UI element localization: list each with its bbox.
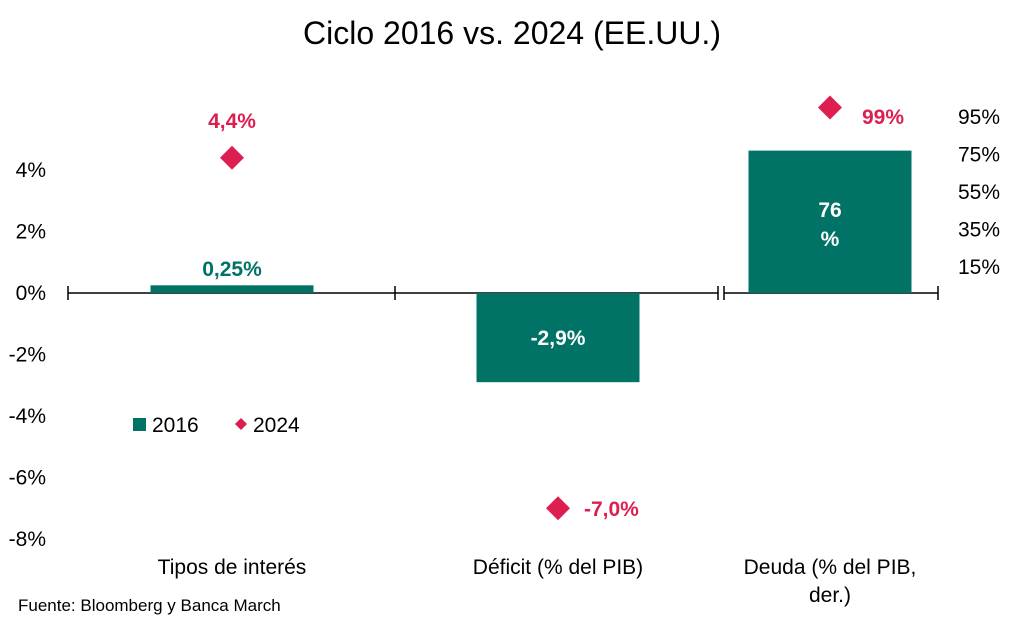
data-labels: 0,25% -2,9% 76% 4,4% -7,0% 99% xyxy=(202,106,904,521)
data-label-2016: -2,9% xyxy=(531,327,586,350)
right-tick-label: 75% xyxy=(958,144,1000,167)
right-tick-label: 95% xyxy=(958,106,1000,129)
source-note: Fuente: Bloomberg y Banca March xyxy=(18,596,281,615)
bar-2016 xyxy=(476,293,640,383)
chart-title: Ciclo 2016 vs. 2024 (EE.UU.) xyxy=(303,15,721,51)
marker-2024 xyxy=(546,496,570,521)
data-label-2024: 99% xyxy=(862,106,904,129)
left-tick-label: -2% xyxy=(9,344,46,367)
right-tick-label: 35% xyxy=(958,219,1000,242)
data-label-2024: 4,4% xyxy=(208,110,256,133)
legend-label-2016: 2016 xyxy=(152,414,199,437)
legend: 2016 2024 xyxy=(133,414,300,437)
data-label-2016: 0,25% xyxy=(202,258,262,281)
legend-swatch-2024 xyxy=(235,418,247,430)
left-tick-label: -8% xyxy=(9,528,46,551)
left-tick-label: -6% xyxy=(9,467,46,490)
data-label-2016: 76 xyxy=(818,199,841,222)
bar-2016 xyxy=(748,150,912,293)
left-tick-label: 2% xyxy=(16,221,46,244)
legend-swatch-2016 xyxy=(133,418,146,431)
legend-label-2024: 2024 xyxy=(253,414,300,437)
category-label: Déficit (% del PIB) xyxy=(473,556,643,579)
bars-2016 xyxy=(150,150,912,383)
left-axis: 4% 2% 0% -2% -4% -6% -8% xyxy=(9,159,46,551)
category-label: der.) xyxy=(809,584,851,607)
marker-2024 xyxy=(220,145,244,170)
bar-2016 xyxy=(150,285,314,293)
data-label-2016: % xyxy=(821,228,840,251)
marker-2024 xyxy=(818,95,842,120)
category-label: Deuda (% del PIB, xyxy=(744,556,917,579)
data-label-2024: -7,0% xyxy=(584,498,639,521)
category-label: Tipos de interés xyxy=(158,556,307,579)
left-tick-label: -4% xyxy=(9,405,46,428)
right-axis: 95% 75% 55% 35% 15% xyxy=(958,106,1000,279)
right-tick-label: 15% xyxy=(958,256,1000,279)
right-tick-label: 55% xyxy=(958,181,1000,204)
category-labels: Tipos de interés Déficit (% del PIB) Deuda… xyxy=(158,556,917,607)
left-tick-label: 0% xyxy=(16,282,46,305)
markers-2024 xyxy=(220,95,842,521)
left-tick-label: 4% xyxy=(16,159,46,182)
